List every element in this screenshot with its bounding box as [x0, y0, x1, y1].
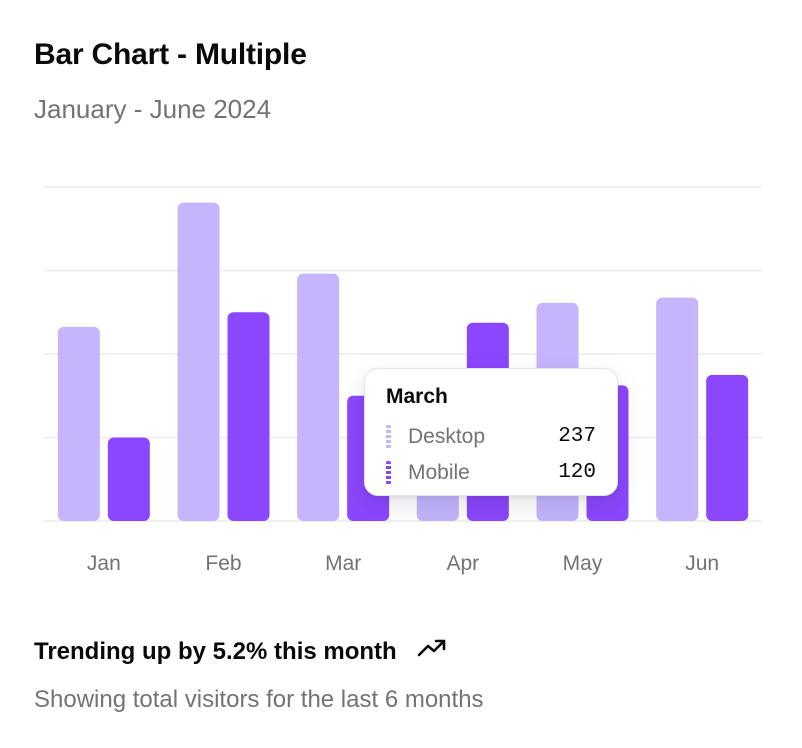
x-tick-label: Mar	[325, 552, 361, 575]
tooltip-row-mobile: Mobile 120	[386, 461, 596, 487]
x-tick-label: Feb	[205, 552, 241, 575]
trending-up-icon	[417, 637, 447, 665]
bar-mobile-jun[interactable]	[706, 374, 749, 521]
footer-note: Showing total visitors for the last 6 mo…	[34, 686, 484, 713]
tooltip-label-mobile: Mobile	[408, 461, 470, 484]
bar-desktop-jan[interactable]	[57, 326, 100, 521]
card-subtitle: January - June 2024	[34, 94, 272, 124]
desktop-swatch	[386, 425, 391, 449]
trend-text: Trending up by 5.2% this month	[34, 638, 397, 665]
bar-mobile-feb[interactable]	[227, 312, 270, 521]
bar-chart[interactable]: Jan Feb Mar Apr May Jun	[0, 0, 802, 600]
chart-tooltip: March Desktop 237 Mobile 120	[364, 368, 618, 496]
bar-mobile-jan[interactable]	[107, 437, 150, 522]
tooltip-label-desktop: Desktop	[408, 425, 486, 448]
tooltip-title: March	[386, 385, 448, 408]
card-title: Bar Chart - Multiple	[34, 38, 307, 71]
tooltip-value-desktop: 237	[558, 425, 596, 448]
tooltip-value-mobile: 120	[558, 461, 596, 484]
bar-desktop-mar[interactable]	[297, 273, 340, 521]
x-tick-label: Apr	[446, 552, 479, 575]
x-tick-label: May	[563, 552, 603, 575]
bar-desktop-jun[interactable]	[656, 297, 699, 521]
mobile-swatch	[386, 461, 391, 485]
chart-grid	[44, 186, 762, 522]
trend-summary: Trending up by 5.2% this month	[34, 638, 447, 667]
tooltip-row-desktop: Desktop 237	[386, 425, 596, 451]
x-tick-label: Jan	[87, 552, 121, 575]
bar-desktop-feb[interactable]	[177, 202, 220, 521]
x-axis-ticks: Jan Feb Mar Apr May Jun	[87, 552, 719, 575]
x-tick-label: Jun	[685, 552, 719, 575]
